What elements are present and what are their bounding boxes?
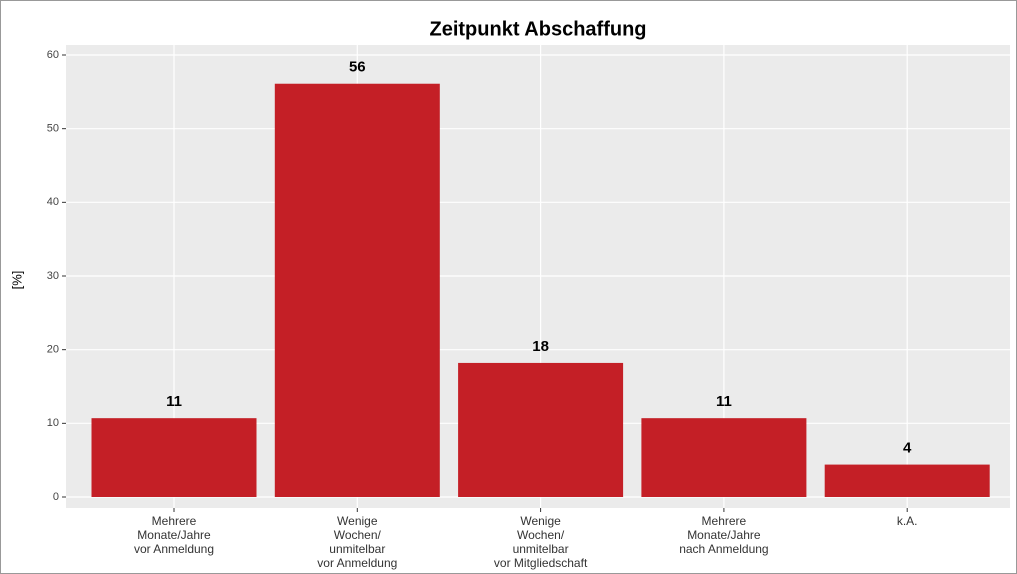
y-tick-label: 10 <box>47 417 59 429</box>
bar <box>824 464 990 497</box>
bar <box>91 418 257 497</box>
y-tick-label: 40 <box>47 196 59 208</box>
bar <box>641 418 807 497</box>
bar <box>458 362 624 497</box>
y-tick-label: 30 <box>47 270 59 282</box>
x-tick-label: k.A. <box>896 514 918 528</box>
x-tick-label: Wenige Wochen/ unmitelbar vor Mitgliedsc… <box>493 514 588 570</box>
data-label: 11 <box>166 393 182 410</box>
data-label: 11 <box>716 393 732 410</box>
y-tick-label: 60 <box>47 49 59 61</box>
y-tick-label: 0 <box>53 491 59 503</box>
x-tick-label: Wenige Wochen/ unmitelbar vor Anmeldung <box>317 514 398 570</box>
y-axis-label: [%] <box>9 271 24 290</box>
data-label: 56 <box>349 59 366 76</box>
y-tick-label: 20 <box>47 344 59 356</box>
y-tick-label: 50 <box>47 123 59 135</box>
x-tick-label: Mehrere Monate/Jahre nach Anmeldung <box>679 514 769 556</box>
chart-title: Zeitpunkt Abschaffung <box>429 18 646 40</box>
data-label: 4 <box>903 440 912 457</box>
bar <box>274 83 440 497</box>
x-tick-label: Mehrere Monate/Jahre vor Anmeldung <box>133 514 215 556</box>
data-label: 18 <box>532 338 549 355</box>
